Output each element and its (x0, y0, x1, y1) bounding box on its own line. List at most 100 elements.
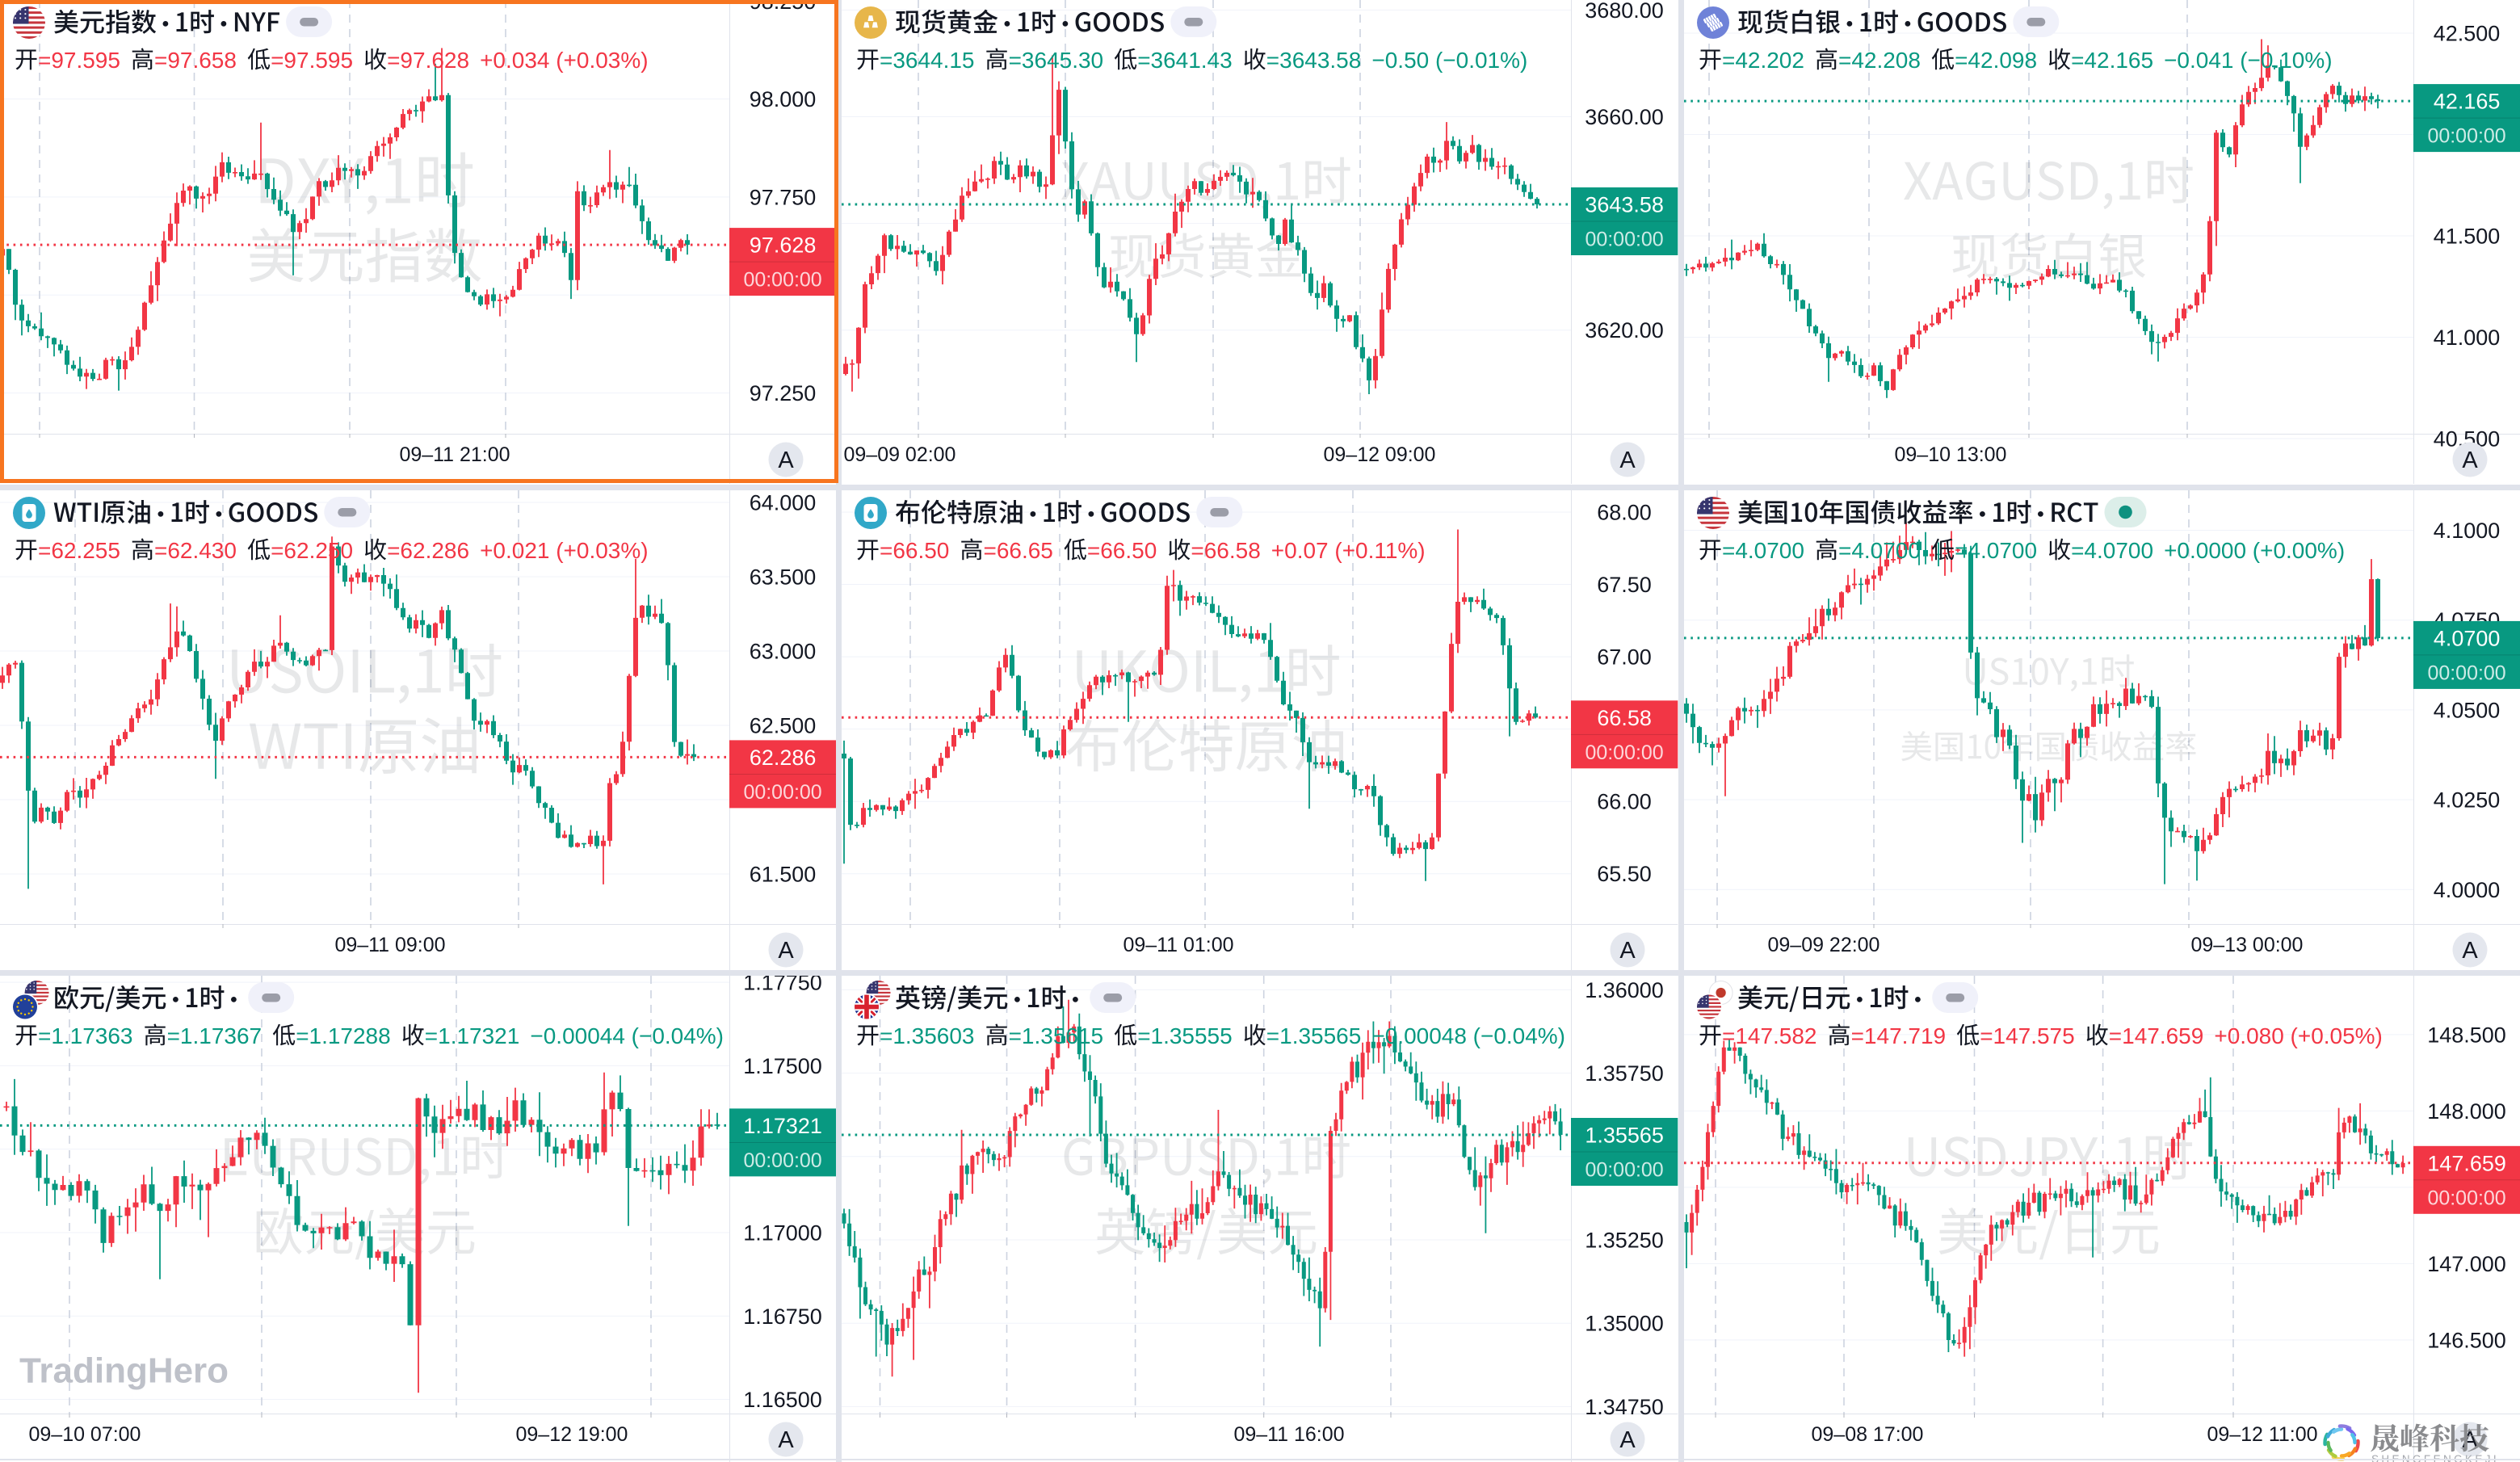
svg-text:4.0000: 4.0000 (2433, 877, 2500, 901)
svg-text:+0.07 (+0.11%): +0.07 (+0.11%) (1271, 538, 1426, 563)
svg-text:A: A (1620, 937, 1636, 963)
svg-text:=4.0700: =4.0700 (1955, 538, 2037, 563)
svg-text:00:00:00: 00:00:00 (1586, 1158, 1664, 1181)
svg-text:1.36000: 1.36000 (1586, 977, 1665, 1002)
svg-text:09–12 09:00: 09–12 09:00 (1324, 443, 1436, 466)
svg-text:148.500: 148.500 (2427, 1023, 2506, 1047)
svg-text:148.000: 148.000 (2427, 1099, 2506, 1123)
svg-text:=1.35555: =1.35555 (1137, 1023, 1233, 1048)
svg-text:−0.50 (−0.01%): −0.50 (−0.01%) (1372, 48, 1528, 73)
svg-text:09–12 19:00: 09–12 19:00 (516, 1422, 628, 1445)
svg-text:1.17321: 1.17321 (743, 1113, 822, 1137)
svg-text:42.500: 42.500 (2433, 22, 2500, 46)
svg-text:1.17750: 1.17750 (743, 976, 822, 995)
svg-text:1.35565: 1.35565 (1586, 1123, 1665, 1147)
svg-text:=3641.43: =3641.43 (1137, 48, 1233, 73)
svg-text:=66.65: =66.65 (984, 538, 1053, 563)
svg-text:=1.35565: =1.35565 (1266, 1023, 1362, 1048)
svg-text:3620.00: 3620.00 (1586, 318, 1665, 342)
svg-text:=66.58: =66.58 (1191, 538, 1261, 563)
svg-text:147.659: 147.659 (2427, 1151, 2506, 1175)
svg-text:97.750: 97.750 (750, 185, 817, 209)
svg-text:00:00:00: 00:00:00 (743, 269, 821, 292)
svg-text:09–09 02:00: 09–09 02:00 (844, 443, 956, 466)
svg-text:00:00:00: 00:00:00 (2427, 662, 2505, 684)
svg-text:41.500: 41.500 (2433, 225, 2500, 249)
svg-text:=62.286: =62.286 (387, 538, 469, 563)
svg-text:65.50: 65.50 (1598, 862, 1653, 886)
svg-text:09–10 13:00: 09–10 13:00 (1894, 443, 2006, 466)
svg-text:97.250: 97.250 (750, 381, 817, 405)
svg-text:66.00: 66.00 (1598, 789, 1653, 813)
svg-text:4.1000: 4.1000 (2433, 519, 2500, 543)
svg-text:+0.080 (+0.05%): +0.080 (+0.05%) (2214, 1023, 2382, 1048)
svg-text:00:00:00: 00:00:00 (743, 1149, 821, 1171)
svg-text:1.16750: 1.16750 (743, 1304, 822, 1328)
svg-text:09–11 09:00: 09–11 09:00 (334, 933, 445, 956)
svg-text:−0.041 (−0.10%): −0.041 (−0.10%) (2164, 48, 2332, 73)
svg-text:−0.00044 (−0.04%): −0.00044 (−0.04%) (530, 1023, 724, 1048)
svg-text:41.000: 41.000 (2433, 326, 2500, 350)
svg-text:62.286: 62.286 (750, 745, 817, 769)
svg-text:=42.098: =42.098 (1955, 48, 2037, 73)
svg-text:09–09 22:00: 09–09 22:00 (1767, 933, 1880, 956)
svg-text:3660.00: 3660.00 (1586, 105, 1665, 129)
svg-text:=1.35615: =1.35615 (1009, 1023, 1104, 1048)
svg-text:00:00:00: 00:00:00 (2427, 125, 2505, 148)
svg-text:A: A (2462, 447, 2478, 473)
svg-text:SHENGFENGKEJI: SHENGFENGKEJI (2371, 1452, 2499, 1462)
svg-text:=3645.30: =3645.30 (1009, 48, 1104, 73)
svg-text:00:00:00: 00:00:00 (743, 780, 821, 803)
svg-text:61.500: 61.500 (750, 862, 817, 886)
svg-text:09–11 01:00: 09–11 01:00 (1124, 933, 1234, 956)
svg-text:A: A (1620, 1426, 1636, 1452)
svg-text:147.000: 147.000 (2427, 1251, 2506, 1275)
svg-text:=4.0700: =4.0700 (2071, 538, 2153, 563)
svg-text:3680.00: 3680.00 (1586, 0, 1665, 23)
svg-text:=147.575: =147.575 (1980, 1023, 2075, 1048)
svg-text:98.000: 98.000 (750, 87, 817, 111)
svg-text:1.34750: 1.34750 (1586, 1394, 1665, 1418)
svg-text:=1.17321: =1.17321 (425, 1023, 520, 1048)
svg-text:4.0700: 4.0700 (2434, 626, 2501, 650)
svg-text:=1.35603: =1.35603 (880, 1023, 975, 1048)
svg-text:=62.430: =62.430 (154, 538, 237, 563)
svg-text:=147.659: =147.659 (2108, 1023, 2203, 1048)
svg-text:09–10 07:00: 09–10 07:00 (29, 1422, 141, 1445)
svg-text:=1.17367: =1.17367 (167, 1023, 262, 1048)
svg-text:A: A (1620, 447, 1636, 473)
svg-text:63.500: 63.500 (750, 565, 817, 589)
svg-text:1.35000: 1.35000 (1586, 1311, 1665, 1335)
svg-text:=1.17288: =1.17288 (296, 1023, 391, 1048)
svg-text:1.16500: 1.16500 (743, 1388, 822, 1412)
svg-text:=147.719: =147.719 (1850, 1023, 1946, 1048)
svg-text:=66.50: =66.50 (1087, 538, 1157, 563)
svg-text:67.00: 67.00 (1598, 645, 1653, 669)
svg-text:68.00: 68.00 (1598, 500, 1653, 524)
svg-text:A: A (778, 937, 794, 963)
svg-text:=97.658: =97.658 (154, 48, 237, 73)
svg-text:−0.00048 (−0.04%): −0.00048 (−0.04%) (1372, 1023, 1566, 1048)
svg-text:09–12 11:00: 09–12 11:00 (2207, 1422, 2317, 1445)
svg-text:64.000: 64.000 (750, 490, 817, 515)
svg-text:=62.250: =62.250 (271, 538, 353, 563)
svg-text:=97.628: =97.628 (387, 48, 469, 73)
svg-text:=147.582: =147.582 (1722, 1023, 1817, 1048)
svg-text:=42.202: =42.202 (1722, 48, 1804, 73)
svg-text:63.000: 63.000 (750, 639, 817, 663)
svg-text:=66.50: =66.50 (880, 538, 949, 563)
svg-text:1.35750: 1.35750 (1586, 1061, 1665, 1086)
svg-text:=42.208: =42.208 (1838, 48, 1921, 73)
svg-text:=62.255: =62.255 (38, 538, 120, 563)
svg-text:09–13 00:00: 09–13 00:00 (2190, 933, 2303, 956)
svg-text:4.0250: 4.0250 (2433, 788, 2500, 812)
svg-text:=97.595: =97.595 (38, 48, 120, 73)
svg-text:09–11 16:00: 09–11 16:00 (1234, 1422, 1345, 1445)
svg-text:62.500: 62.500 (750, 713, 817, 737)
svg-text:1.17000: 1.17000 (743, 1220, 822, 1245)
svg-text:TradingHero: TradingHero (19, 1351, 229, 1390)
svg-text:146.500: 146.500 (2427, 1328, 2506, 1352)
svg-text:+0.034 (+0.03%): +0.034 (+0.03%) (480, 48, 648, 73)
svg-text:00:00:00: 00:00:00 (1586, 741, 1664, 763)
svg-text:=3643.58: =3643.58 (1266, 48, 1362, 73)
